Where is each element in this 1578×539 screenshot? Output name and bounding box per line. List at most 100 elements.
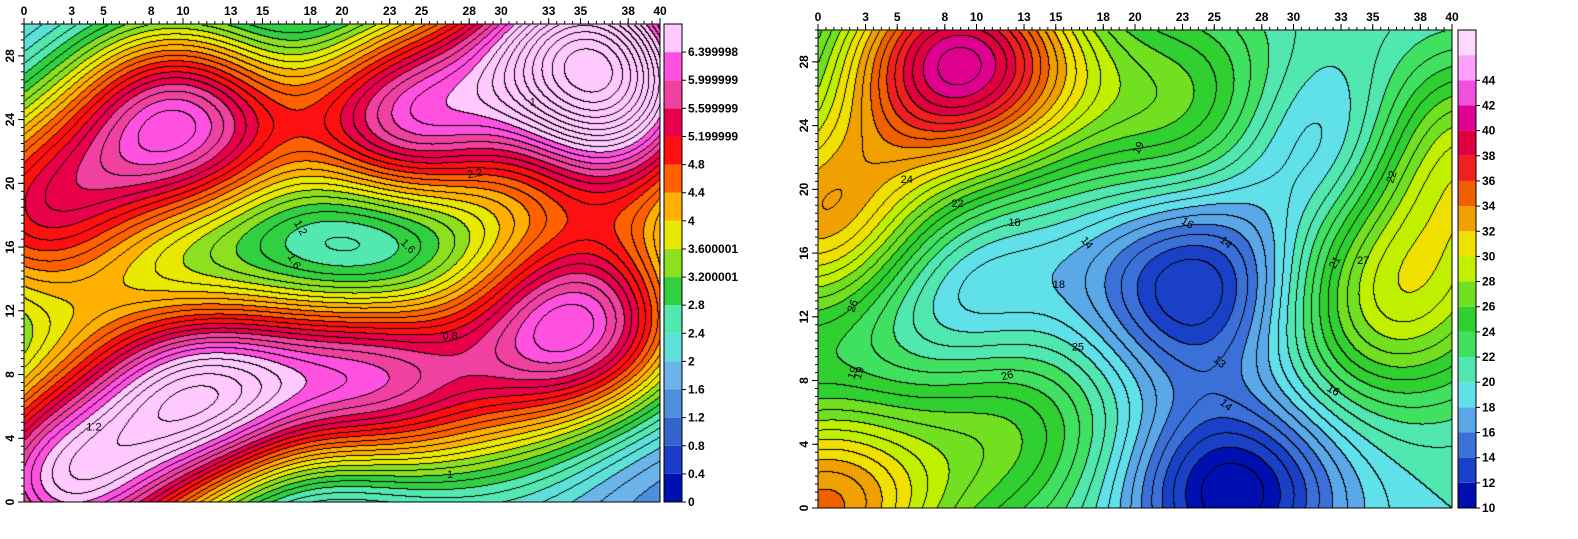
- colorbar-swatch: [664, 305, 682, 334]
- colorbar-swatch: [664, 333, 682, 362]
- contour-label: 16: [1325, 382, 1342, 399]
- colorbar-swatch: [664, 108, 682, 137]
- y-tick-label: 16: [797, 246, 811, 260]
- colorbar-swatch: [1458, 382, 1476, 408]
- y-tick-label: 12: [797, 310, 811, 324]
- colorbar-label: 38: [1482, 149, 1496, 163]
- colorbar-label: 4: [688, 214, 695, 228]
- x-tick-label: 15: [256, 4, 270, 18]
- colorbar-swatch: [1458, 130, 1476, 156]
- contour-field: [24, 24, 660, 502]
- colorbar-swatch: [1458, 55, 1476, 81]
- y-tick-label: 24: [797, 119, 811, 133]
- colorbar-swatch: [1458, 357, 1476, 383]
- x-tick-label: 23: [383, 4, 397, 18]
- colorbar-swatch: [664, 417, 682, 446]
- x-tick-label: 13: [224, 4, 238, 18]
- colorbar-swatch: [1458, 105, 1476, 131]
- x-tick-label: 20: [1128, 10, 1142, 24]
- y-tick-label: 20: [3, 176, 17, 190]
- x-tick-label: 38: [622, 4, 636, 18]
- y-tick-label: 8: [797, 377, 811, 384]
- contour-svg: 0 3 5 8 10 13 15 18 20 23 25 28 30 33 35 38 400481216202…: [797, 10, 1496, 515]
- colorbar-label: 12: [1482, 476, 1496, 490]
- contour-plot-left: 0 3 5 8 10 13 15 18 20 23 25 28 30 33 35 38 40 0 4 8 12 16 20 2…: [0, 0, 790, 534]
- x-tick-label: 40: [1445, 10, 1459, 24]
- colorbar-swatch: [664, 248, 682, 278]
- x-tick-label: 0: [815, 10, 822, 24]
- colorbar-label: 10: [1482, 501, 1496, 515]
- x-tick-label: 15: [1049, 10, 1063, 24]
- contour-field: [818, 30, 1452, 508]
- y-tick-label: 4: [3, 435, 17, 442]
- colorbar-swatch: [1458, 457, 1476, 483]
- x-tick-label: 33: [542, 4, 556, 18]
- colorbar-swatch: [1458, 407, 1476, 433]
- x-tick-label: 13: [1017, 10, 1031, 24]
- colorbar-label: 28: [1482, 275, 1496, 289]
- x-tick-label: 38: [1414, 10, 1428, 24]
- colorbar-swatch: [1458, 155, 1476, 181]
- x-tick-label: 30: [494, 4, 508, 18]
- colorbar-label: 0.8: [688, 439, 705, 453]
- x-tick-label: 0: [21, 4, 28, 18]
- colorbar-swatch: [1458, 432, 1476, 458]
- colorbar-label: 36: [1482, 174, 1496, 188]
- contour-label: 27: [1357, 255, 1369, 267]
- colorbar-swatch: [1458, 206, 1476, 232]
- contour-label: 19: [1130, 140, 1147, 157]
- colorbar-label: 44: [1482, 73, 1496, 87]
- colorbar-label: 0.4: [688, 467, 705, 481]
- x-tick-label: 35: [574, 4, 588, 18]
- colorbar-swatch: [664, 24, 682, 53]
- contour-label: 26: [845, 298, 860, 314]
- contour-label: 0.8: [442, 330, 457, 342]
- colorbar-label: 3.200001: [688, 270, 738, 284]
- x-tick-label: 33: [1334, 10, 1348, 24]
- colorbar-label: 5.599999: [688, 101, 738, 115]
- x-tick-label: 23: [1176, 10, 1190, 24]
- colorbar-swatch: [664, 361, 682, 390]
- colorbar-frame: [1457, 29, 1477, 509]
- colorbar-swatch: [1458, 80, 1476, 106]
- y-tick-label: 4: [797, 441, 811, 448]
- x-tick-label: 5: [100, 4, 107, 18]
- contour-label: 25: [1072, 341, 1084, 353]
- colorbar-label: 32: [1482, 224, 1496, 238]
- colorbar-label: 30: [1482, 249, 1496, 263]
- colorbar-label: 2: [688, 354, 695, 368]
- contour-label: 2.2: [466, 167, 483, 181]
- contour-label: 1: [530, 96, 536, 108]
- y-tick-label: 28: [3, 49, 17, 63]
- contour-label: 26: [1000, 369, 1015, 384]
- colorbar-swatch: [1458, 331, 1476, 358]
- colorbar-label: 40: [1482, 124, 1496, 138]
- x-tick-label: 25: [415, 4, 429, 18]
- colorbar-swatch: [664, 220, 682, 249]
- colorbar-label: 42: [1482, 98, 1496, 112]
- colorbar-label: 16: [1482, 426, 1496, 440]
- colorbar-label: 4.4: [688, 186, 705, 200]
- contour-plot-right: 0 3 5 8 10 13 15 18 20 23 25 28 30 33 35 38 40 0 4 8 12 16 20 2…: [790, 0, 1578, 534]
- contour-label: 1: [447, 469, 453, 481]
- x-tick-label: 3: [862, 10, 869, 24]
- contour-label: 1.2: [86, 421, 101, 433]
- x-tick-label: 40: [653, 4, 667, 18]
- x-tick-label: 20: [335, 4, 349, 18]
- colorbar-label: 18: [1482, 400, 1496, 414]
- contour-label: 18: [1008, 217, 1020, 229]
- y-tick-label: 0: [3, 498, 17, 505]
- x-tick-label: 10: [176, 4, 190, 18]
- x-tick-label: 18: [304, 4, 318, 18]
- x-tick-label: 28: [463, 4, 477, 18]
- colorbar-label: 14: [1482, 451, 1496, 465]
- y-tick-label: 28: [797, 55, 811, 69]
- x-tick-label: 35: [1366, 10, 1380, 24]
- colorbar-swatch: [664, 473, 682, 502]
- colorbar-swatch: [1458, 180, 1476, 207]
- colorbar-label: 1.2: [688, 411, 705, 425]
- colorbar-frame: [663, 23, 683, 503]
- colorbar-swatch: [1458, 256, 1476, 282]
- colorbar-swatch: [1458, 281, 1476, 307]
- colorbar-label: 34: [1482, 199, 1496, 213]
